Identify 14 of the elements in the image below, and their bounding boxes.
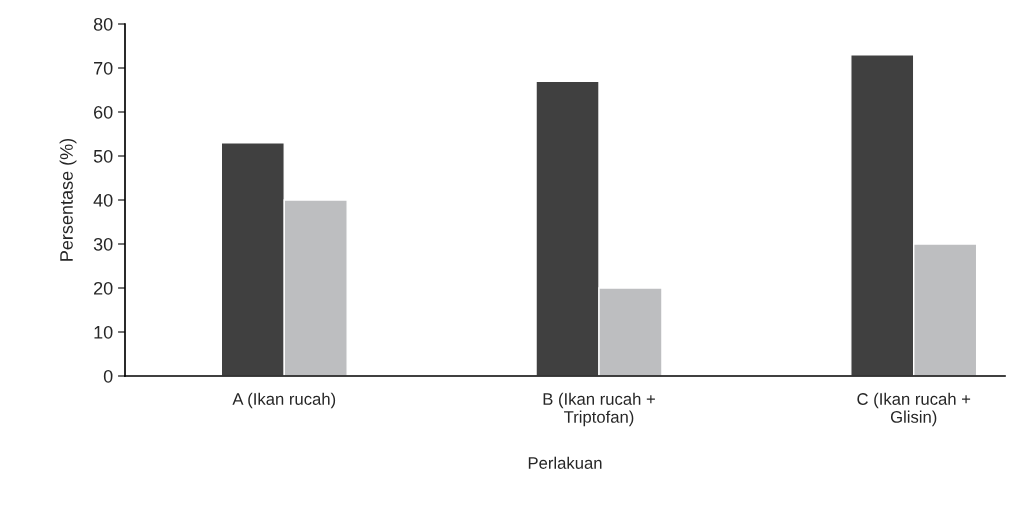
y-tick-label: 20 (94, 281, 113, 295)
y-tick-label: 40 (93, 193, 113, 207)
y-tick-label: 10 (94, 325, 113, 339)
y-tick-label: 80 (93, 17, 113, 31)
y-tick-label: 30 (93, 237, 113, 251)
y-axis-title: Persentase (%) (59, 138, 77, 261)
x-tick-label: C (Ikan rucah + Glisin) (857, 392, 971, 427)
y-tick-label: 60 (94, 105, 113, 119)
y-tick-label: 50 (93, 149, 113, 163)
y-tick-label: 0 (103, 369, 113, 383)
x-axis-title: Perlakuan (528, 456, 602, 469)
x-tick-label: B (Ikan rucah + Triptofan) (543, 392, 655, 427)
y-tick-label: 70 (94, 61, 113, 75)
x-tick-label: A (Ikan rucah) (232, 392, 336, 409)
